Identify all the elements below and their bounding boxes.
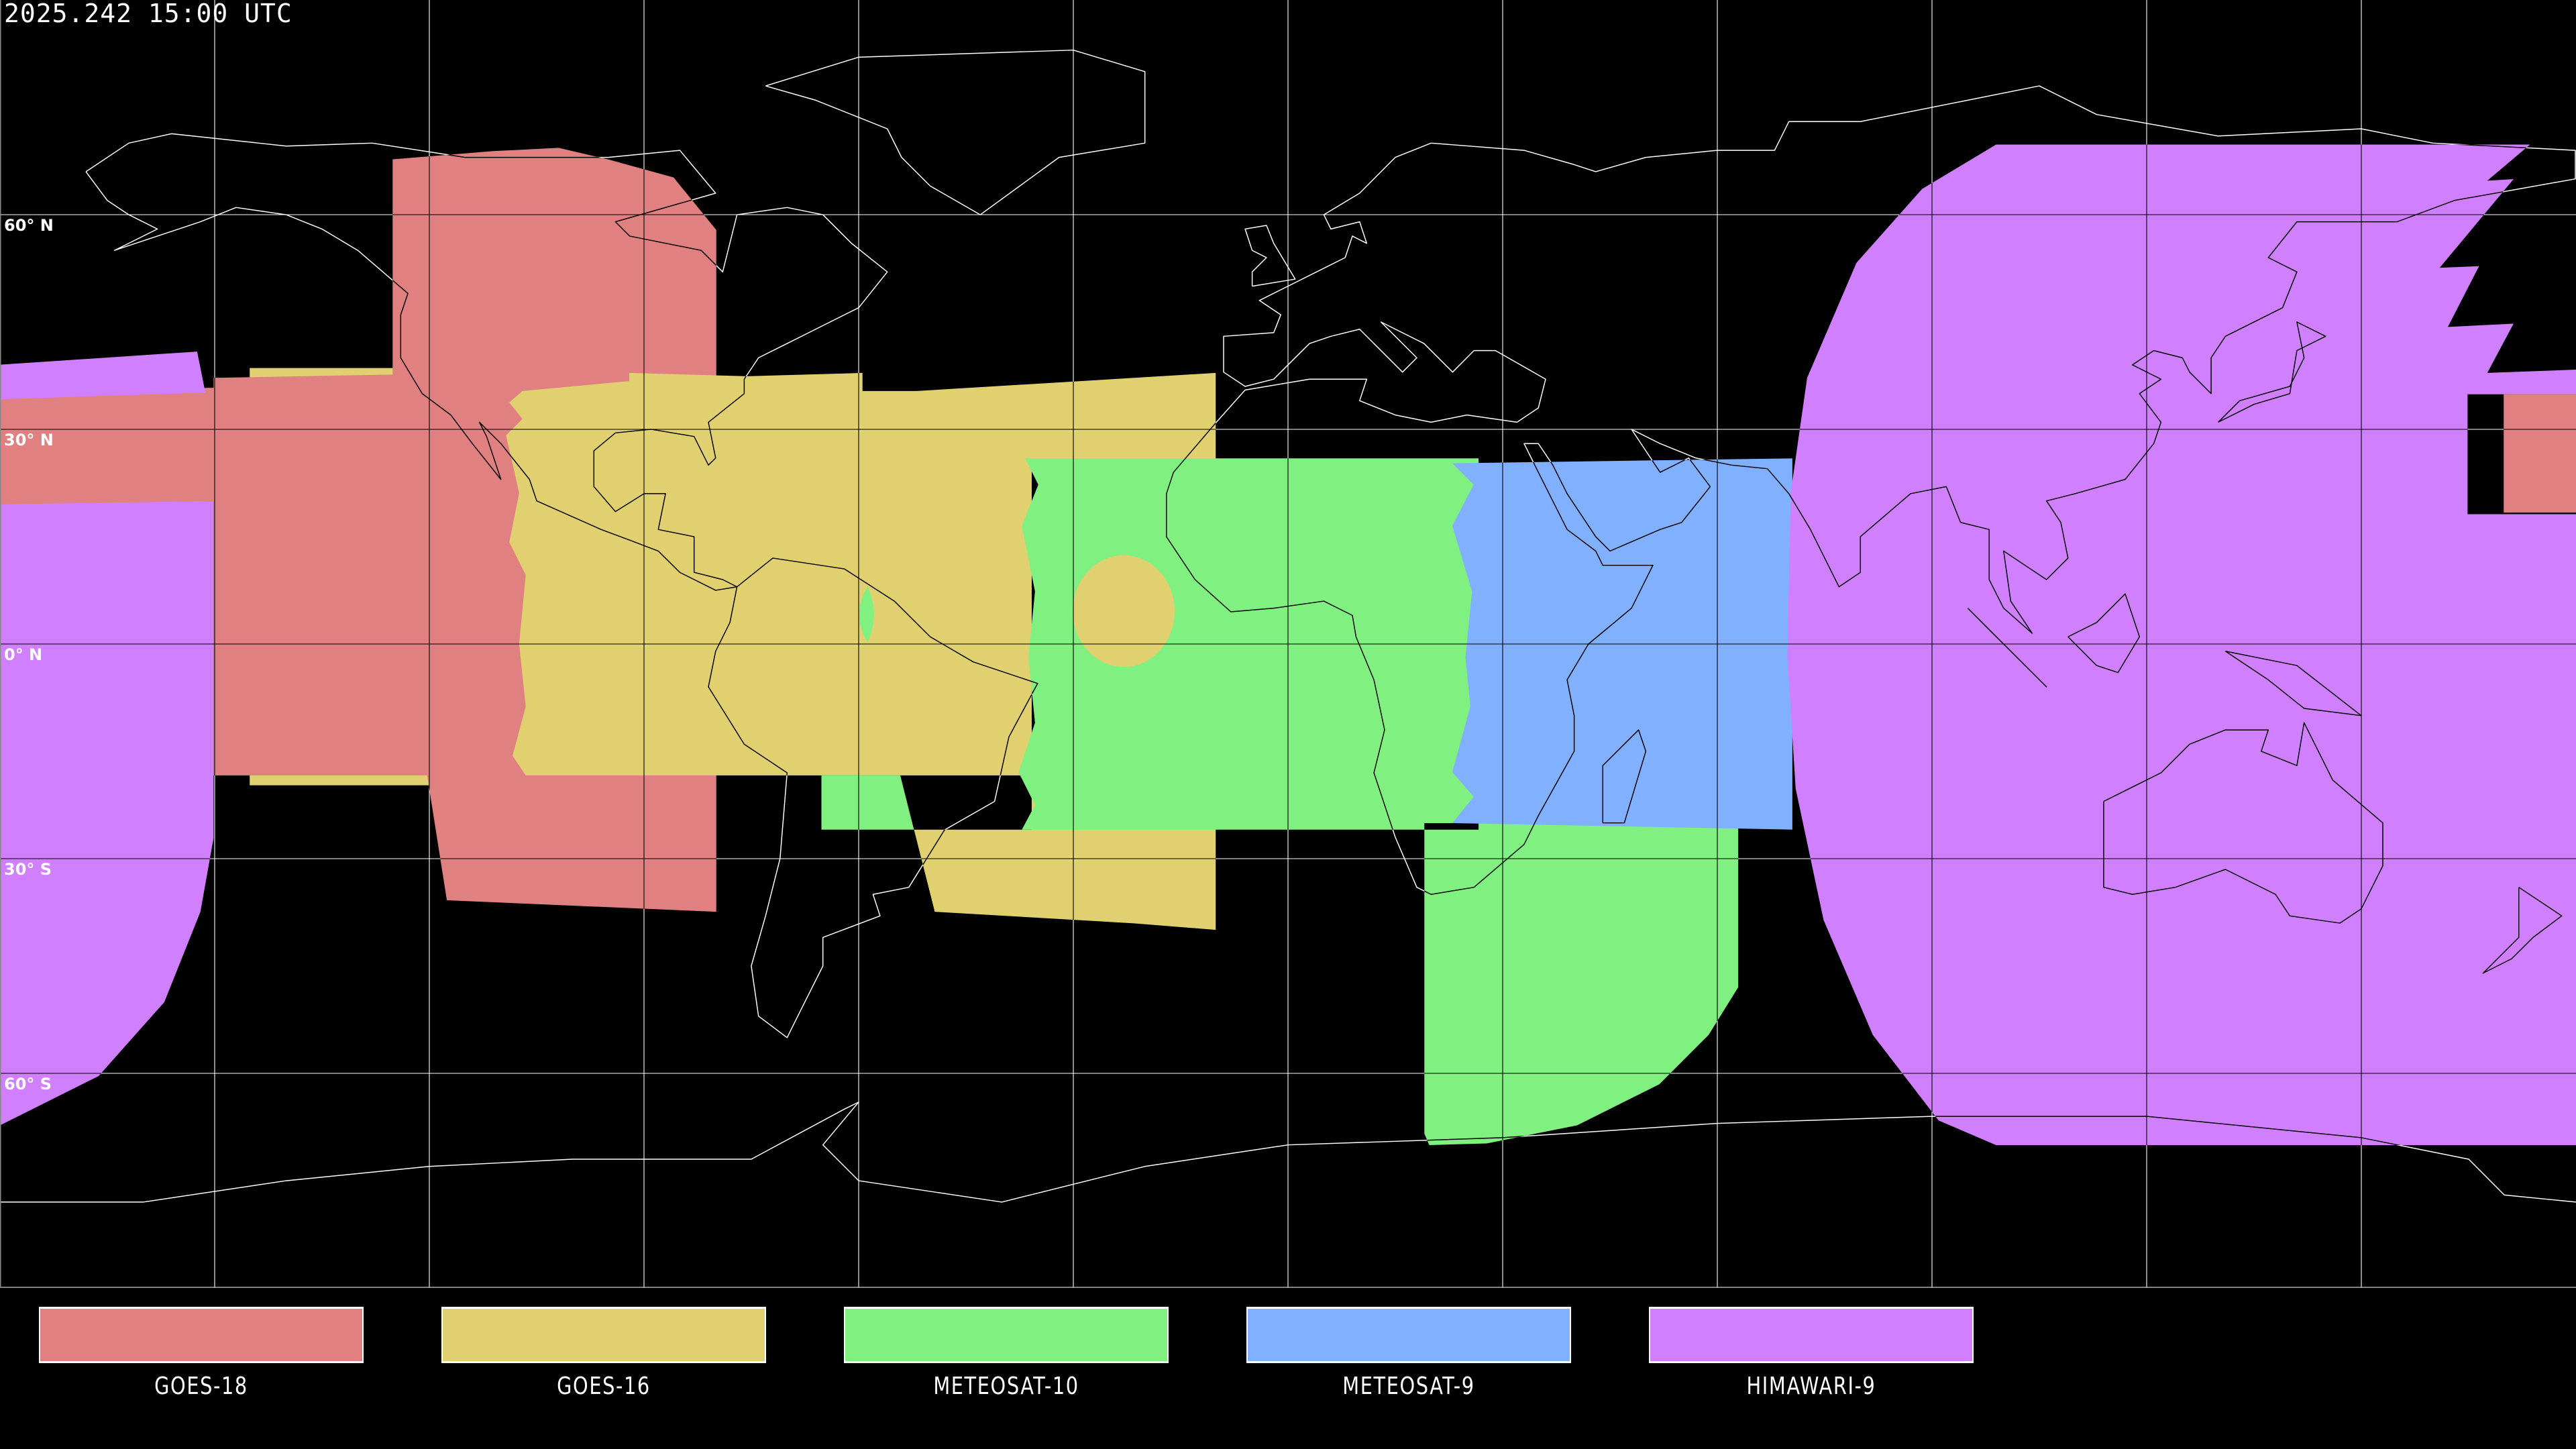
coastline-britain <box>1244 225 1296 287</box>
timestamp-title: 2025.242 15:00 UTC <box>4 0 292 28</box>
legend-item-himawari-9: HIMAWARI-9 <box>1649 1307 1974 1400</box>
coverage-goes-16-disk <box>1073 555 1175 667</box>
legend-item-goes-16: GOES-16 <box>441 1307 766 1400</box>
lat-label-0n: 0° N <box>4 645 43 664</box>
coastline-new-zealand <box>2482 887 2563 974</box>
legend-item-goes-18: GOES-18 <box>39 1307 364 1400</box>
coastline-new-guinea <box>2224 651 2362 716</box>
coastline-antarctica <box>0 1102 2576 1145</box>
legend: GOES-18 GOES-16 METEOSAT-10 METEOSAT-9 H… <box>0 1288 2576 1449</box>
legend-label: GOES-16 <box>557 1373 651 1400</box>
lat-label-30s: 30° S <box>4 860 52 879</box>
legend-swatch <box>1246 1307 1571 1363</box>
coastline-madagascar <box>1602 729 1647 824</box>
legend-swatch <box>441 1307 766 1363</box>
legend-label: GOES-18 <box>154 1373 248 1400</box>
legend-swatch <box>39 1307 364 1363</box>
legend-label: METEOSAT-10 <box>933 1373 1079 1400</box>
coastline-greenland <box>765 49 1146 215</box>
legend-label: METEOSAT-9 <box>1342 1373 1475 1400</box>
coastline-greenland <box>765 144 1146 215</box>
legend-swatch <box>1649 1307 1974 1363</box>
legend-label: HIMAWARI-9 <box>1746 1373 1876 1400</box>
satellite-coverage-map <box>0 0 2576 1288</box>
coastline-japan <box>2218 321 2326 423</box>
legend-swatch <box>844 1307 1169 1363</box>
coverage-meteosat-10 <box>821 458 1739 1145</box>
coastline-australia <box>2103 722 2383 924</box>
legend-item-meteosat-10: METEOSAT-10 <box>844 1307 1169 1400</box>
lat-label-30n: 30° N <box>4 431 54 449</box>
coastline-borneo <box>2068 593 2141 674</box>
lat-label-60s: 60° S <box>4 1075 52 1093</box>
coastline-sumatra <box>1967 608 2047 688</box>
coastline-north-america <box>85 144 888 591</box>
legend-item-meteosat-9: METEOSAT-9 <box>1246 1307 1571 1400</box>
lat-label-60n: 60° N <box>4 216 54 235</box>
